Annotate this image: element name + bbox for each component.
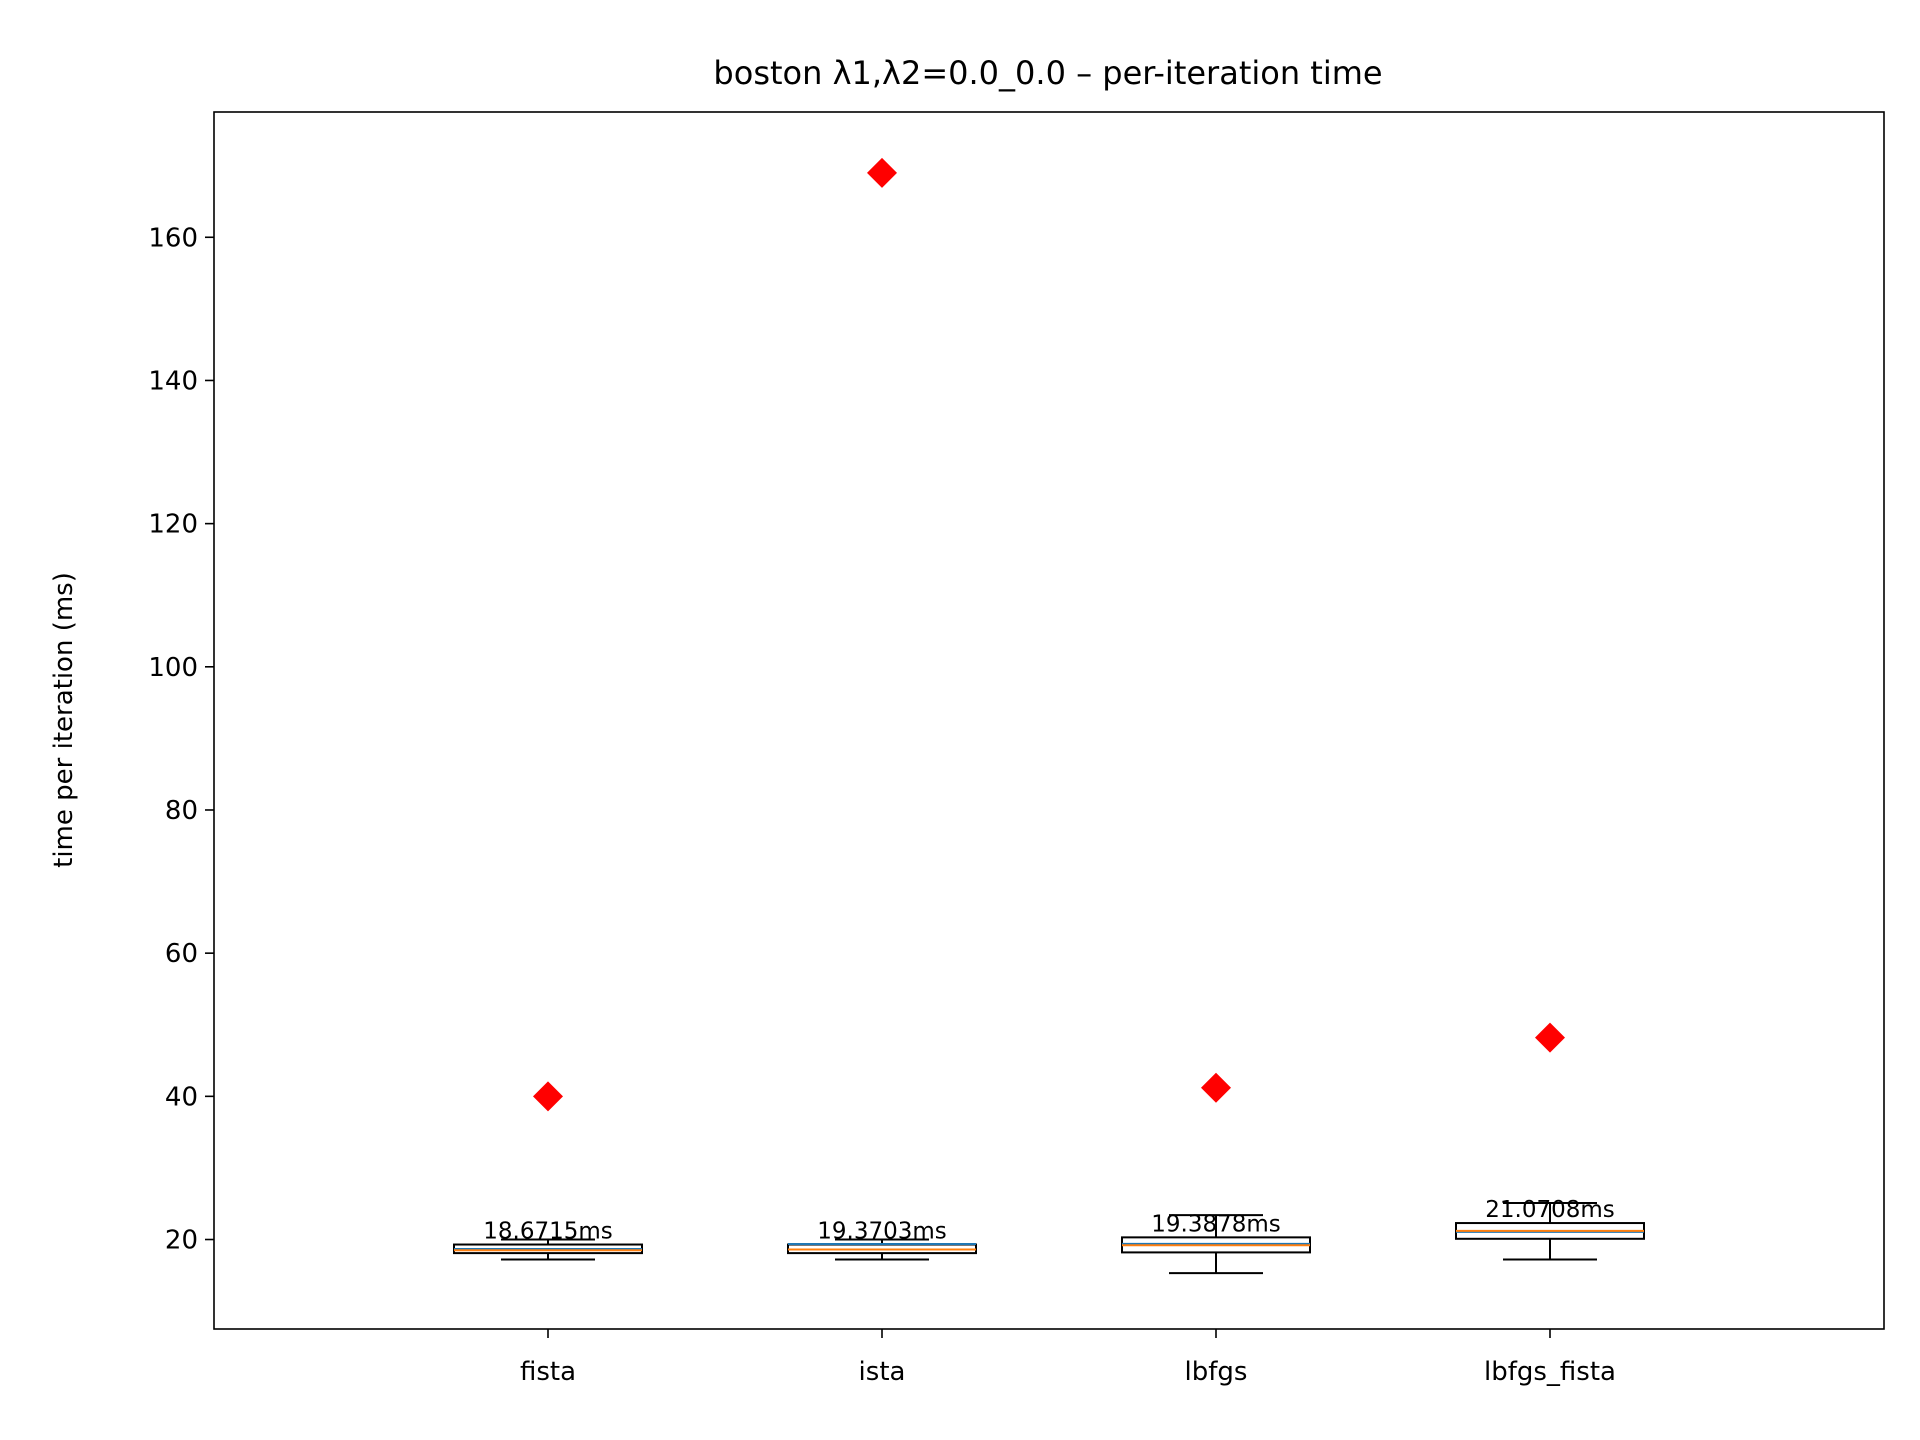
y-tick-label: 60 [165,939,198,969]
y-axis-label: time per iteration (ms) [49,572,79,868]
y-tick-label: 80 [165,796,198,826]
mean-label: 19.3703ms [817,1219,947,1245]
x-tick-label: fista [520,1357,576,1387]
x-tick-label: lbfgs_fista [1484,1357,1616,1387]
mean-label: 19.3878ms [1151,1211,1281,1237]
axes-frame [213,111,1885,1330]
y-tick-label: 160 [148,223,198,253]
y-tick-label: 20 [165,1226,198,1256]
y-tick-label: 40 [165,1082,198,1112]
mean-label: 18.6715ms [483,1219,613,1245]
chart-title: boston λ1,λ2=0.0_0.0 – per-iteration tim… [713,54,1382,92]
mean-label: 21.0708ms [1485,1197,1615,1223]
outlier-marker [533,1081,563,1112]
outlier-marker [1201,1072,1231,1103]
x-tick-label: ista [859,1357,906,1387]
outlier-marker [867,157,897,188]
outlier-marker [1535,1022,1565,1053]
y-tick-label: 140 [148,366,198,396]
x-tick-label: lbfgs [1185,1357,1248,1387]
plot-area: 20 40 60 80 100 120 140 160 fista ista lbfgs lbfgs_… [148,157,1645,1387]
y-tick-label: 120 [148,510,198,540]
y-tick-label: 100 [148,653,198,683]
